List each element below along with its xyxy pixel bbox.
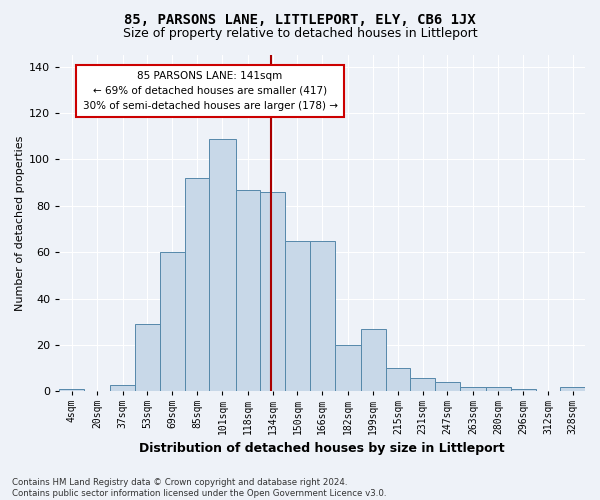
Bar <box>209 138 236 392</box>
X-axis label: Distribution of detached houses by size in Littleport: Distribution of detached houses by size … <box>139 442 505 455</box>
Bar <box>185 178 209 392</box>
Bar <box>435 382 460 392</box>
Text: 85 PARSONS LANE: 141sqm
← 69% of detached houses are smaller (417)
30% of semi-d: 85 PARSONS LANE: 141sqm ← 69% of detache… <box>83 71 338 111</box>
Bar <box>511 389 536 392</box>
Text: 85, PARSONS LANE, LITTLEPORT, ELY, CB6 1JX: 85, PARSONS LANE, LITTLEPORT, ELY, CB6 1… <box>124 12 476 26</box>
Bar <box>386 368 410 392</box>
Y-axis label: Number of detached properties: Number of detached properties <box>15 136 25 311</box>
Text: Size of property relative to detached houses in Littleport: Size of property relative to detached ho… <box>122 28 478 40</box>
Bar <box>110 384 135 392</box>
Bar <box>59 389 84 392</box>
Bar <box>560 387 585 392</box>
Bar <box>410 378 435 392</box>
Bar <box>460 387 486 392</box>
Text: Contains HM Land Registry data © Crown copyright and database right 2024.
Contai: Contains HM Land Registry data © Crown c… <box>12 478 386 498</box>
Bar <box>260 192 285 392</box>
Bar <box>486 387 511 392</box>
Bar <box>160 252 185 392</box>
Bar <box>310 240 335 392</box>
Bar <box>335 345 361 392</box>
Bar <box>236 190 260 392</box>
Bar <box>361 329 386 392</box>
Bar <box>285 240 310 392</box>
Bar <box>135 324 160 392</box>
